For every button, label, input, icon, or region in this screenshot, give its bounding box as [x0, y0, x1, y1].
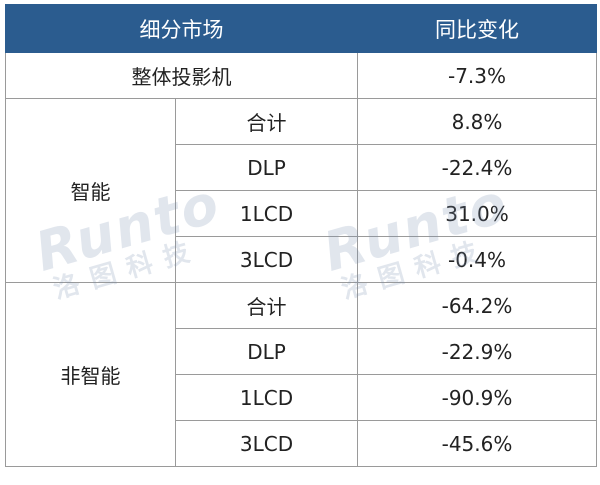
header-yoy-change: 同比变化 — [357, 4, 597, 53]
sub-segment-label: 3LCD — [175, 236, 358, 283]
table-row: DLP -22.4% — [6, 144, 597, 191]
sub-segment-label: 3LCD — [175, 420, 358, 467]
table-row: 3LCD -0.4% — [6, 236, 597, 283]
sub-segment-value: 31.0% — [357, 190, 597, 237]
sub-segment-label: 合计 — [175, 282, 358, 329]
sub-segment-label: 1LCD — [175, 374, 358, 421]
sub-segment-value: -90.9% — [357, 374, 597, 421]
header-segment: 细分市场 — [5, 4, 358, 53]
table-row: 非智能 合计 -64.2% — [5, 282, 597, 467]
sub-segment-value: -64.2% — [357, 282, 597, 329]
projector-market-table: 细分市场 同比变化 整体投影机 -7.3% 智能 合计 8.8% DLP -22… — [5, 4, 597, 467]
group-non-smart-label: 非智能 — [5, 282, 176, 467]
header-row: 细分市场 同比变化 — [5, 4, 597, 53]
sub-segment-value: -22.9% — [357, 328, 597, 375]
table-row: 整体投影机 -7.3% — [5, 52, 597, 99]
sub-segment-value: -45.6% — [357, 420, 597, 467]
group-smart-label: 智能 — [5, 98, 176, 283]
sub-segment-label: 1LCD — [175, 190, 358, 237]
table-row: 3LCD -45.6% — [6, 420, 597, 467]
sub-segment-value: -0.4% — [357, 236, 597, 283]
sub-segment-label: 合计 — [175, 98, 358, 145]
sub-segment-label: DLP — [175, 144, 358, 191]
segment-overall-value: -7.3% — [357, 52, 597, 99]
segment-overall-label: 整体投影机 — [5, 52, 358, 99]
sub-segment-value: -22.4% — [357, 144, 597, 191]
sub-segment-value: 8.8% — [357, 98, 597, 145]
table-row: 智能 合计 8.8% — [5, 98, 597, 283]
table-row: 1LCD -90.9% — [6, 374, 597, 421]
sub-segment-label: DLP — [175, 328, 358, 375]
